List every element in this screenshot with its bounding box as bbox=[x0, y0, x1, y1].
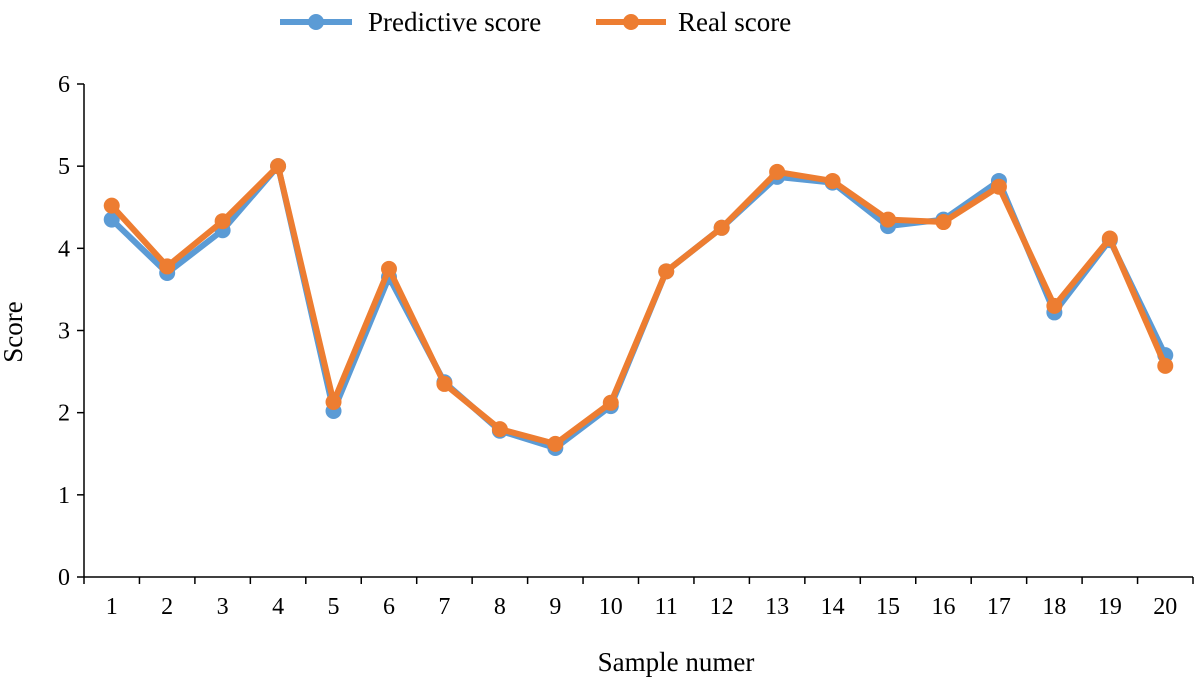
y-tick-label: 4 bbox=[58, 236, 70, 262]
x-axis-title: Sample numer bbox=[598, 647, 755, 677]
legend-item: Predictive score bbox=[280, 7, 541, 37]
data-point bbox=[824, 172, 841, 189]
x-tick-label: 9 bbox=[549, 594, 561, 620]
series-line bbox=[109, 163, 1169, 447]
x-tick-label: 2 bbox=[161, 594, 173, 620]
series-layer bbox=[103, 158, 1174, 456]
x-tick-label: 19 bbox=[1098, 594, 1122, 620]
legend-item: Real score bbox=[596, 7, 791, 37]
data-point bbox=[103, 197, 120, 214]
x-tick-label: 11 bbox=[655, 594, 678, 620]
x-tick-label: 1 bbox=[106, 594, 118, 620]
data-point bbox=[1101, 230, 1118, 247]
data-point bbox=[103, 211, 120, 228]
x-tick-label: 4 bbox=[272, 594, 284, 620]
data-point bbox=[436, 375, 453, 392]
legend-label: Real score bbox=[678, 7, 791, 37]
data-point bbox=[380, 260, 397, 277]
data-point bbox=[270, 158, 287, 175]
data-point bbox=[214, 213, 231, 230]
data-point bbox=[547, 435, 564, 452]
legend: Predictive score Real score bbox=[280, 7, 791, 37]
legend-swatch-marker bbox=[623, 14, 639, 30]
x-tick-label: 5 bbox=[328, 594, 340, 620]
y-tick-label: 1 bbox=[58, 483, 70, 509]
x-axis-ticks: 1 2 3 4 5 6 7 8 9 10 11 12 13 14 15 16 17 18 19 20 bbox=[83, 577, 1194, 620]
x-tick-label: 7 bbox=[438, 594, 450, 620]
y-tick-label: 0 bbox=[58, 565, 70, 591]
data-point bbox=[880, 211, 897, 228]
x-tick-label: 15 bbox=[876, 594, 900, 620]
x-tick-label: 14 bbox=[821, 594, 845, 620]
y-axis-ticks: 0 1 2 3 4 5 6 bbox=[58, 72, 84, 591]
data-point bbox=[769, 163, 786, 180]
y-tick-label: 2 bbox=[58, 401, 70, 427]
y-tick-label: 6 bbox=[58, 72, 70, 98]
x-tick-label: 12 bbox=[710, 594, 734, 620]
data-point bbox=[602, 394, 619, 411]
legend-swatch-marker bbox=[308, 14, 324, 30]
data-point bbox=[1046, 297, 1063, 314]
y-tick-label: 3 bbox=[58, 319, 70, 345]
x-tick-label: 17 bbox=[987, 594, 1011, 620]
data-point bbox=[713, 219, 730, 236]
data-point bbox=[325, 393, 342, 410]
data-point bbox=[159, 258, 176, 275]
x-tick-label: 20 bbox=[1153, 594, 1177, 620]
data-point bbox=[491, 421, 508, 438]
data-point bbox=[935, 214, 952, 231]
series-real-score bbox=[103, 158, 1174, 452]
x-tick-label: 18 bbox=[1042, 594, 1066, 620]
x-tick-label: 10 bbox=[599, 594, 623, 620]
data-point bbox=[990, 178, 1007, 195]
x-tick-label: 3 bbox=[217, 594, 229, 620]
y-axis-title: Score bbox=[0, 301, 28, 362]
x-tick-label: 13 bbox=[765, 594, 789, 620]
x-tick-label: 6 bbox=[383, 594, 395, 620]
data-point bbox=[658, 263, 675, 280]
x-tick-label: 8 bbox=[494, 594, 506, 620]
y-tick-label: 5 bbox=[58, 154, 70, 180]
series-predictive-score bbox=[103, 158, 1174, 456]
x-tick-label: 16 bbox=[931, 594, 955, 620]
data-point bbox=[1157, 357, 1174, 374]
legend-label: Predictive score bbox=[368, 7, 541, 37]
